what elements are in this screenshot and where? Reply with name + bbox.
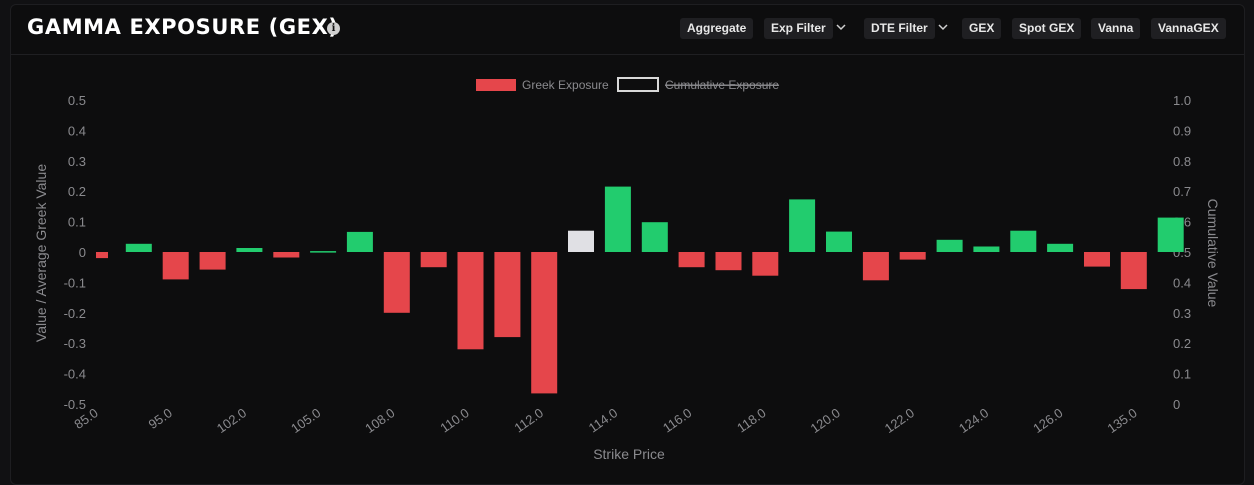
gex-panel: GAMMA EXPOSURE (GEX) i Aggregate Exp Fil… xyxy=(10,4,1245,485)
legend-swatch-greek-exposure[interactable] xyxy=(476,79,516,91)
x-tick-label: 105.0 xyxy=(288,405,323,436)
bar[interactable] xyxy=(678,252,705,268)
vanna-button[interactable]: Vanna xyxy=(1091,18,1141,39)
x-tick-label: 102.0 xyxy=(214,405,249,436)
legend-label-greek-exposure[interactable]: Greek Exposure xyxy=(522,78,609,92)
y-tick-label: -0.4 xyxy=(64,367,86,382)
bar[interactable] xyxy=(383,252,410,313)
bar[interactable] xyxy=(346,231,373,252)
x-tick-label: 114.0 xyxy=(586,405,620,435)
y2-tick-label: 0.9 xyxy=(1173,123,1191,138)
y-tick-label: 0.2 xyxy=(68,184,86,199)
bar[interactable] xyxy=(96,252,108,259)
y2-tick-label: 0 xyxy=(1173,397,1180,412)
y2-axis-ticks: 1.00.90.80.70.60.50.40.30.20.10 xyxy=(1173,93,1191,412)
x-tick-label: 110.0 xyxy=(437,405,471,435)
x-tick-label: 124.0 xyxy=(956,405,991,436)
y-tick-label: 0.1 xyxy=(68,215,86,230)
bar[interactable] xyxy=(715,252,742,271)
x-axis-title: Strike Price xyxy=(593,446,665,462)
y-tick-label: 0.3 xyxy=(68,154,86,169)
x-tick-label: 116.0 xyxy=(660,405,694,435)
bar[interactable] xyxy=(162,252,189,280)
bar[interactable] xyxy=(310,251,337,253)
y2-tick-label: 0.2 xyxy=(1173,336,1191,351)
bar[interactable] xyxy=(1010,230,1037,252)
bar[interactable] xyxy=(273,252,300,258)
x-tick-label: 108.0 xyxy=(362,405,397,436)
y2-axis-title: Cumulative Value xyxy=(1205,199,1221,308)
y-axis-title: Value / Average Greek Value xyxy=(33,164,49,342)
bar[interactable] xyxy=(1157,217,1184,252)
x-tick-label: 122.0 xyxy=(882,405,917,436)
y-tick-label: -0.5 xyxy=(64,397,86,412)
bar[interactable] xyxy=(1120,252,1147,290)
x-tick-label: 118.0 xyxy=(734,405,768,435)
y-tick-label: 0.4 xyxy=(68,123,86,138)
y2-tick-label: 0.4 xyxy=(1173,275,1191,290)
gex-button[interactable]: GEX xyxy=(962,18,1002,39)
y-axis-ticks: 0.5 0.4 0.3 0.2 0.1 0 -0.1 -0.2 -0.3 -0.4 -0.5 xyxy=(64,93,86,412)
bar[interactable] xyxy=(826,231,852,252)
bar[interactable] xyxy=(1084,252,1110,267)
page-title: GAMMA EXPOSURE (GEX) xyxy=(27,15,339,39)
bar[interactable] xyxy=(420,252,447,268)
x-tick-label: 126.0 xyxy=(1030,405,1065,436)
y-tick-label: 0.5 xyxy=(68,93,86,108)
y-tick-label: -0.2 xyxy=(64,306,86,321)
spot-gex-button[interactable]: Spot GEX xyxy=(1012,18,1082,39)
bar[interactable] xyxy=(604,186,631,252)
bar[interactable] xyxy=(236,248,263,252)
y2-tick-label: 1.0 xyxy=(1173,93,1191,108)
bar[interactable] xyxy=(936,239,963,252)
info-icon[interactable]: i xyxy=(327,22,340,35)
x-axis-ticks: 85.0 95.0 102.0 105.0 108.0 110.0 112.0 114.0 11… xyxy=(71,405,1139,436)
y2-tick-label: 0.8 xyxy=(1173,154,1191,169)
y2-tick-label: 0.3 xyxy=(1173,306,1191,321)
vannagex-button[interactable]: VannaGEX xyxy=(1151,18,1226,39)
bar[interactable] xyxy=(457,252,484,350)
x-tick-label: 120.0 xyxy=(808,405,843,436)
dte-filter-dropdown[interactable]: DTE Filter xyxy=(864,18,935,39)
y-tick-label: -0.1 xyxy=(64,275,86,290)
bar[interactable] xyxy=(862,252,889,281)
panel-header: GAMMA EXPOSURE (GEX) i Aggregate Exp Fil… xyxy=(11,5,1244,55)
bar[interactable] xyxy=(125,243,152,252)
y-tick-label: -0.3 xyxy=(64,336,86,351)
bar[interactable] xyxy=(973,246,1000,253)
bar[interactable] xyxy=(899,252,926,260)
x-tick-label: 135.0 xyxy=(1104,405,1139,436)
chevron-down-icon[interactable] xyxy=(835,21,847,33)
bar[interactable] xyxy=(641,222,668,252)
y2-tick-label: 0.7 xyxy=(1173,184,1191,199)
chevron-down-icon[interactable] xyxy=(937,21,949,33)
bar[interactable] xyxy=(531,252,558,394)
x-tick-label: 112.0 xyxy=(512,405,546,435)
x-tick-label: 95.0 xyxy=(146,405,175,432)
y-tick-label: 0 xyxy=(79,245,86,260)
bar[interactable] xyxy=(752,252,779,276)
exp-filter-dropdown[interactable]: Exp Filter xyxy=(764,18,833,39)
bar[interactable] xyxy=(789,199,816,252)
bar[interactable] xyxy=(199,252,226,270)
aggregate-button[interactable]: Aggregate xyxy=(680,18,754,39)
bar[interactable] xyxy=(1047,243,1074,252)
bar[interactable] xyxy=(494,252,521,338)
y2-tick-label: 0.1 xyxy=(1173,367,1191,382)
legend-swatch-cumulative-exposure[interactable] xyxy=(617,77,659,92)
bar-series xyxy=(96,186,1184,394)
bar[interactable] xyxy=(568,230,594,252)
